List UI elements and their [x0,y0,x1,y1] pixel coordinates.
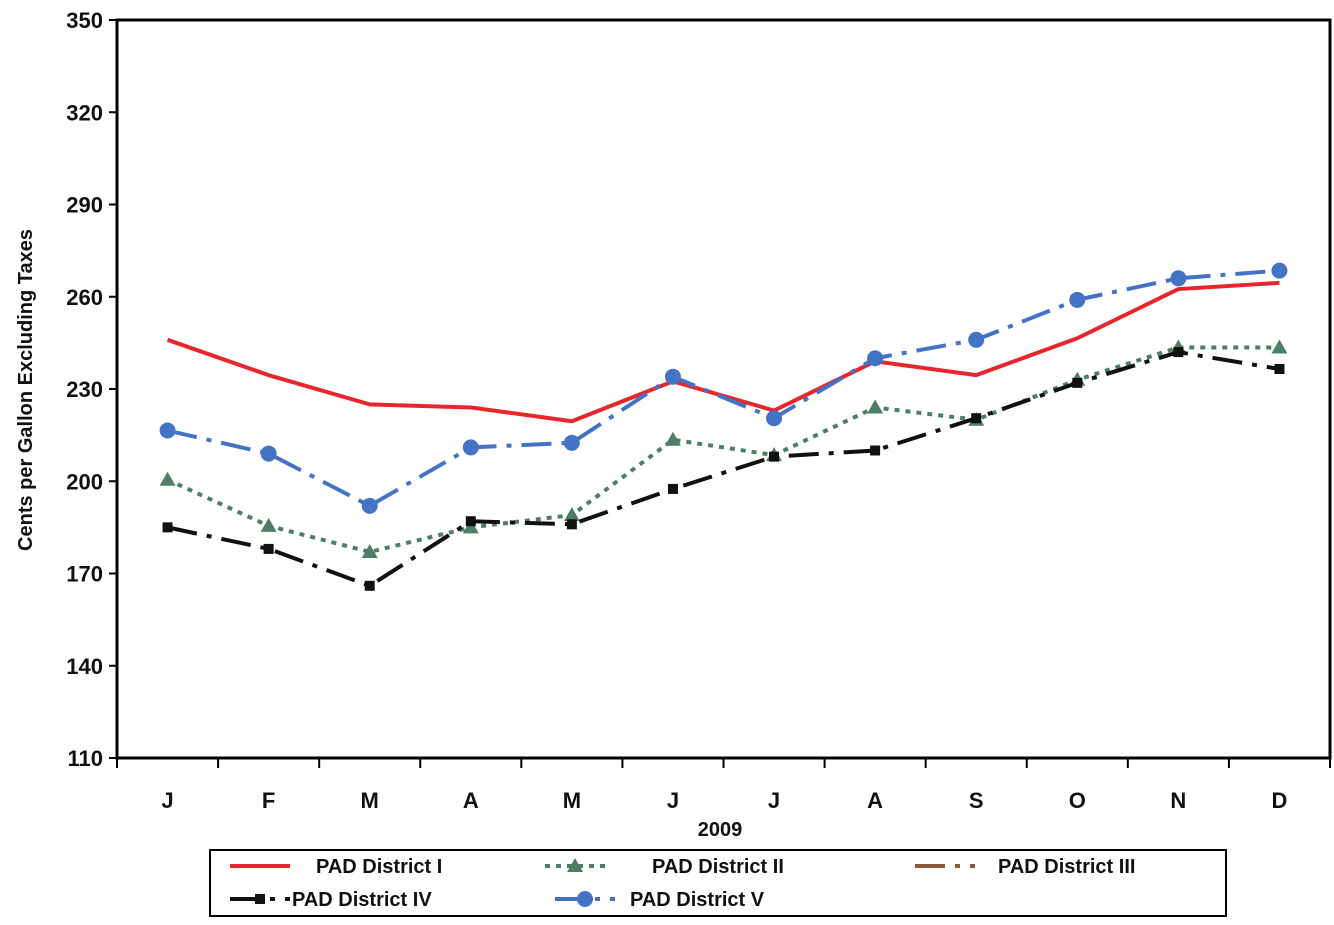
data-point [769,451,780,462]
y-axis: 110 140 170 200 230 260 290 320 350 [66,8,117,771]
series-line [166,280,1280,424]
data-point [563,434,580,451]
legend-item: PAD District II [545,856,784,878]
data-point [867,350,884,367]
data-point [462,439,479,456]
data-point [867,399,884,414]
data-point [1072,377,1083,388]
data-point [566,519,577,530]
series-5 [159,262,1288,514]
legend-label: PAD District V [630,889,765,911]
plot-area-frame [115,18,1332,760]
data-point [971,413,982,424]
x-tick-label: A [463,788,479,813]
x-tick-label: N [1170,788,1186,813]
legend: PAD District I PAD District II PAD Distric… [209,849,1227,917]
y-tick-label: 320 [66,100,103,125]
data-point [260,517,277,532]
legend-label: PAD District I [316,856,442,878]
x-tick-label: D [1272,788,1288,813]
y-axis-title: Cents per Gallon Excluding Taxes [15,229,37,551]
data-point [664,431,681,446]
data-point [159,471,176,486]
x-tick-label: F [262,788,275,813]
x-tick-label: J [667,788,679,813]
x-tick-label: M [361,788,379,813]
data-point [870,445,881,456]
data-point [462,519,479,534]
series-line [167,350,1280,588]
x-tick-label: A [867,788,883,813]
legend-marker [567,858,583,872]
legend-label: PAD District III [998,856,1135,878]
data-point [465,516,476,527]
legend-label: PAD District IV [292,889,432,911]
data-point [162,522,173,533]
data-point [361,497,378,514]
data-point [563,507,580,522]
data-point [263,543,274,554]
legend-item: PAD District IV [230,889,432,911]
legend-marker [577,891,593,907]
x-tick-label: O [1069,788,1086,813]
y-tick-label: 260 [66,285,103,310]
legend-item: PAD District I [230,856,442,878]
legend-label: PAD District II [652,856,784,878]
data-point [1173,347,1184,358]
data-point [361,543,378,558]
plot-frame-layer [115,18,1332,760]
data-point [667,483,678,494]
y-tick-label: 290 [66,193,103,218]
y-tick-label: 140 [66,654,103,679]
series-layer [159,262,1288,591]
legend-item: PAD District III [915,856,1135,878]
x-tick-label: M [563,788,581,813]
x-tick-label: S [969,788,984,813]
data-point [1170,270,1187,287]
data-point [1271,339,1288,354]
x-tick-label: J [161,788,173,813]
data-point [1274,364,1285,375]
x-axis-title: 2009 [698,819,743,841]
data-point [968,331,985,348]
data-point [260,445,277,462]
data-point [766,410,783,427]
x-tick-label: J [768,788,780,813]
series-1 [166,280,1280,424]
y-tick-label: 200 [66,469,103,494]
legend-marker [255,894,265,904]
data-point [364,580,375,591]
y-tick-label: 110 [68,746,104,771]
data-point [159,422,176,439]
series-4 [162,347,1285,591]
data-point [1271,262,1288,279]
data-point [664,368,681,385]
legend-item: PAD District V [555,889,765,911]
legend-box [209,849,1227,917]
data-point [1069,291,1086,308]
series-line [167,268,1280,508]
y-tick-label: 230 [66,377,103,402]
series-line [166,345,1280,554]
y-tick-label: 170 [66,562,103,587]
y-tick-label: 350 [66,8,103,33]
